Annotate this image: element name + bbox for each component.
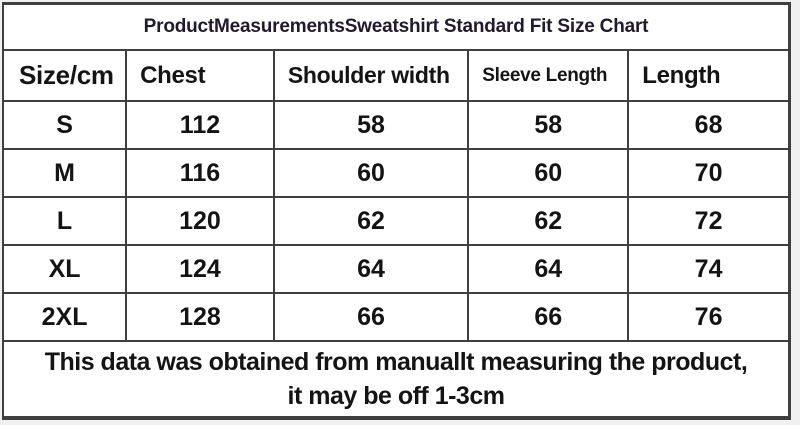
disclaimer: This data was obtained from manuallt mea… [4, 342, 788, 416]
measurement-cell: 72 [694, 206, 723, 235]
table-row: 2XL 128 66 66 76 [4, 294, 788, 342]
table-row: M 116 60 60 70 [4, 150, 788, 198]
header-row: Size/cm Chest Shoulder width Sleeve Length L… [4, 51, 788, 102]
measurement-cell: 66 [275, 294, 470, 340]
disclaimer-line-2: it may be off 1-3cm [287, 382, 505, 410]
size-label-cell: XL [4, 246, 128, 292]
measurement-cell: 112 [127, 102, 275, 148]
size-label-cell: S [4, 102, 128, 148]
table-row: S 112 58 58 68 [4, 102, 788, 150]
measurement-cell: 76 [694, 302, 723, 331]
column-header: Chest [127, 51, 275, 100]
measurement-cell: 74 [694, 254, 723, 283]
measurement-cell: 70 [694, 158, 723, 187]
measurement-cell: 58 [275, 102, 470, 148]
column-header: Shoulder width [275, 51, 470, 100]
size-label-cell: L [4, 198, 128, 244]
column-header: Sleeve Length [469, 51, 630, 100]
column-header: Length [642, 61, 721, 89]
measurement-cell: 62 [275, 198, 470, 244]
measurement-cell: 64 [469, 246, 630, 292]
column-header: Size/cm [4, 51, 128, 100]
measurement-cell: 58 [469, 102, 630, 148]
size-label-cell: M [4, 150, 128, 196]
measurement-cell: 128 [127, 294, 275, 340]
disclaimer-line-1: This data was obtained from manuallt mea… [44, 347, 748, 376]
measurement-cell: 60 [275, 150, 470, 196]
measurement-cell: 62 [469, 198, 630, 244]
measurement-cell: 64 [275, 246, 470, 292]
size-chart-table: ProductMeasurementsSweatshirt Standard F… [2, 2, 791, 420]
measurement-cell: 60 [469, 150, 630, 196]
chart-title: ProductMeasurementsSweatshirt Standard F… [4, 5, 788, 51]
measurement-cell: 116 [127, 150, 275, 196]
measurement-cell: 68 [694, 110, 723, 139]
table-row: L 120 62 62 72 [4, 198, 788, 246]
size-label-cell: 2XL [4, 294, 128, 340]
measurement-cell: 120 [127, 198, 275, 244]
measurement-cell: 124 [127, 246, 275, 292]
measurement-cell: 66 [469, 294, 630, 340]
table-row: XL 124 64 64 74 [4, 246, 788, 294]
